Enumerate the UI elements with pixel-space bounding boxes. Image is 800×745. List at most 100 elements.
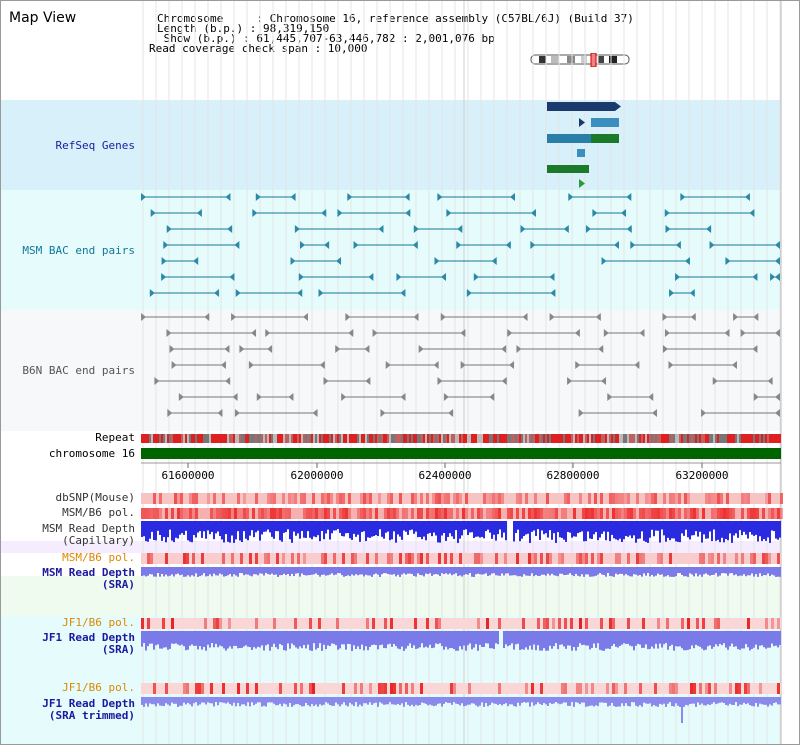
depth-bar [215,521,217,534]
b6n-bac-pair-end [507,329,513,337]
track-label-dbsnp[interactable]: dbSNP(Mouse) [55,491,135,504]
repeat-cell [613,434,615,443]
depth-bar [441,631,443,647]
refseq-gene[interactable] [547,134,591,143]
depth-bar [359,631,361,650]
repeat-cell [581,434,583,443]
depth-bar [183,521,185,535]
depth-bar [615,567,617,574]
depth-bar [479,567,481,575]
msm-b6-pol-track-2[interactable] [141,553,781,564]
depth-bar [375,521,377,536]
depth-bar [739,521,741,531]
chromosome-bar[interactable] [141,448,781,459]
heat-cell [726,508,729,519]
depth-bar [551,567,553,574]
refseq-gene[interactable] [577,149,585,157]
track-label-msm-bac[interactable]: MSM BAC end pairs [22,244,135,257]
dbsnp-track[interactable] [141,493,783,504]
depth-bar [389,631,391,644]
track-label-msm-depth-sra[interactable]: MSM Read Depth (SRA) [42,566,135,591]
b6n-bac-track[interactable] [141,313,780,417]
depth-bar [681,697,683,723]
heat-cell [624,508,627,519]
b6n-bac-pair-end [501,345,507,353]
depth-bar [621,697,623,704]
track-label-msm-pol-2[interactable]: MSM/B6 pol. [62,551,135,564]
refseq-gene[interactable] [547,165,589,173]
msm-bac-pair-end [775,257,780,265]
repeat-track[interactable] [141,434,781,443]
repeat-cell [321,434,323,443]
depth-bar [483,697,485,707]
refseq-gene[interactable] [591,118,619,127]
depth-bar [265,567,267,574]
depth-bar [293,567,295,577]
jf1-b6-pol-track-2[interactable] [141,683,781,694]
b6n-bac-pair-end [312,409,318,417]
depth-bar [439,631,441,644]
track-label-msm-pol[interactable]: MSM/B6 pol. [62,506,135,519]
track-label-jf1-pol-2[interactable]: JF1/B6 pol. [62,681,135,694]
depth-bar [721,521,723,538]
track-label-repeat[interactable]: Repeat [95,431,135,444]
depth-bar [161,697,163,706]
refseq-gene-track[interactable] [547,102,621,188]
heat-cell [432,493,435,504]
track-label-b6n-bac[interactable]: B6N BAC end pairs [22,364,135,377]
refseq-gene[interactable] [591,134,619,143]
msm-bac-pair-end [725,257,731,265]
msm-bac-track[interactable] [141,193,780,297]
refseq-gene[interactable] [547,102,615,111]
depth-bar [573,697,575,707]
heat-cell [720,508,723,519]
depth-bar [245,521,247,539]
depth-bar [605,631,607,649]
depth-bar [303,697,305,707]
heat-cell [438,493,441,504]
heat-cell [210,508,213,519]
track-label-jf1-depth-trim[interactable]: JF1 Read Depth (SRA trimmed) [42,697,135,722]
depth-bar [771,567,773,575]
repeat-cell [775,434,777,443]
track-label-refseq[interactable]: RefSeq Genes [55,139,135,152]
depth-bar [427,567,429,575]
depth-bar [591,631,593,648]
repeat-cell [465,434,467,443]
msm-bac-pair-end [396,273,402,281]
jf1-depth-sra-track[interactable] [141,631,781,651]
depth-bar [767,631,769,648]
chromosome-ideogram[interactable] [529,53,631,67]
depth-bar [501,521,503,538]
msm-depth-capillary-track[interactable] [141,521,781,543]
repeat-cell [597,434,599,443]
repeat-cell [609,434,611,443]
heat-cell [225,508,228,519]
jf1-depth-trimmed-track[interactable] [141,697,781,723]
heat-cell [558,618,561,629]
depth-bar [689,697,691,704]
repeat-cell [261,434,263,443]
repeat-cell [243,434,245,443]
msm-b6-pol-track[interactable] [141,508,783,519]
track-label-jf1-depth-sra[interactable]: JF1 Read Depth (SRA) [42,631,135,656]
depth-bar [663,697,665,704]
jf1-b6-pol-track[interactable] [141,618,781,629]
msm-bac-pair-end [473,273,479,281]
depth-bar [603,697,605,703]
depth-bar [305,697,307,703]
depth-bar [347,697,349,707]
depth-bar [223,567,225,577]
depth-bar [451,567,453,576]
heat-cell [561,508,564,519]
track-label-msm-depth-cap[interactable]: MSM Read Depth (Capillary) [42,522,135,547]
track-label-jf1-pol[interactable]: JF1/B6 pol. [62,616,135,629]
msm-depth-sra-track[interactable] [141,567,781,577]
track-label-chromosome[interactable]: chromosome 16 [48,447,135,460]
heat-cell [546,508,549,519]
depth-bar [753,697,755,707]
repeat-cell [777,434,779,443]
depth-bar [699,567,701,575]
repeat-cell [477,434,479,443]
